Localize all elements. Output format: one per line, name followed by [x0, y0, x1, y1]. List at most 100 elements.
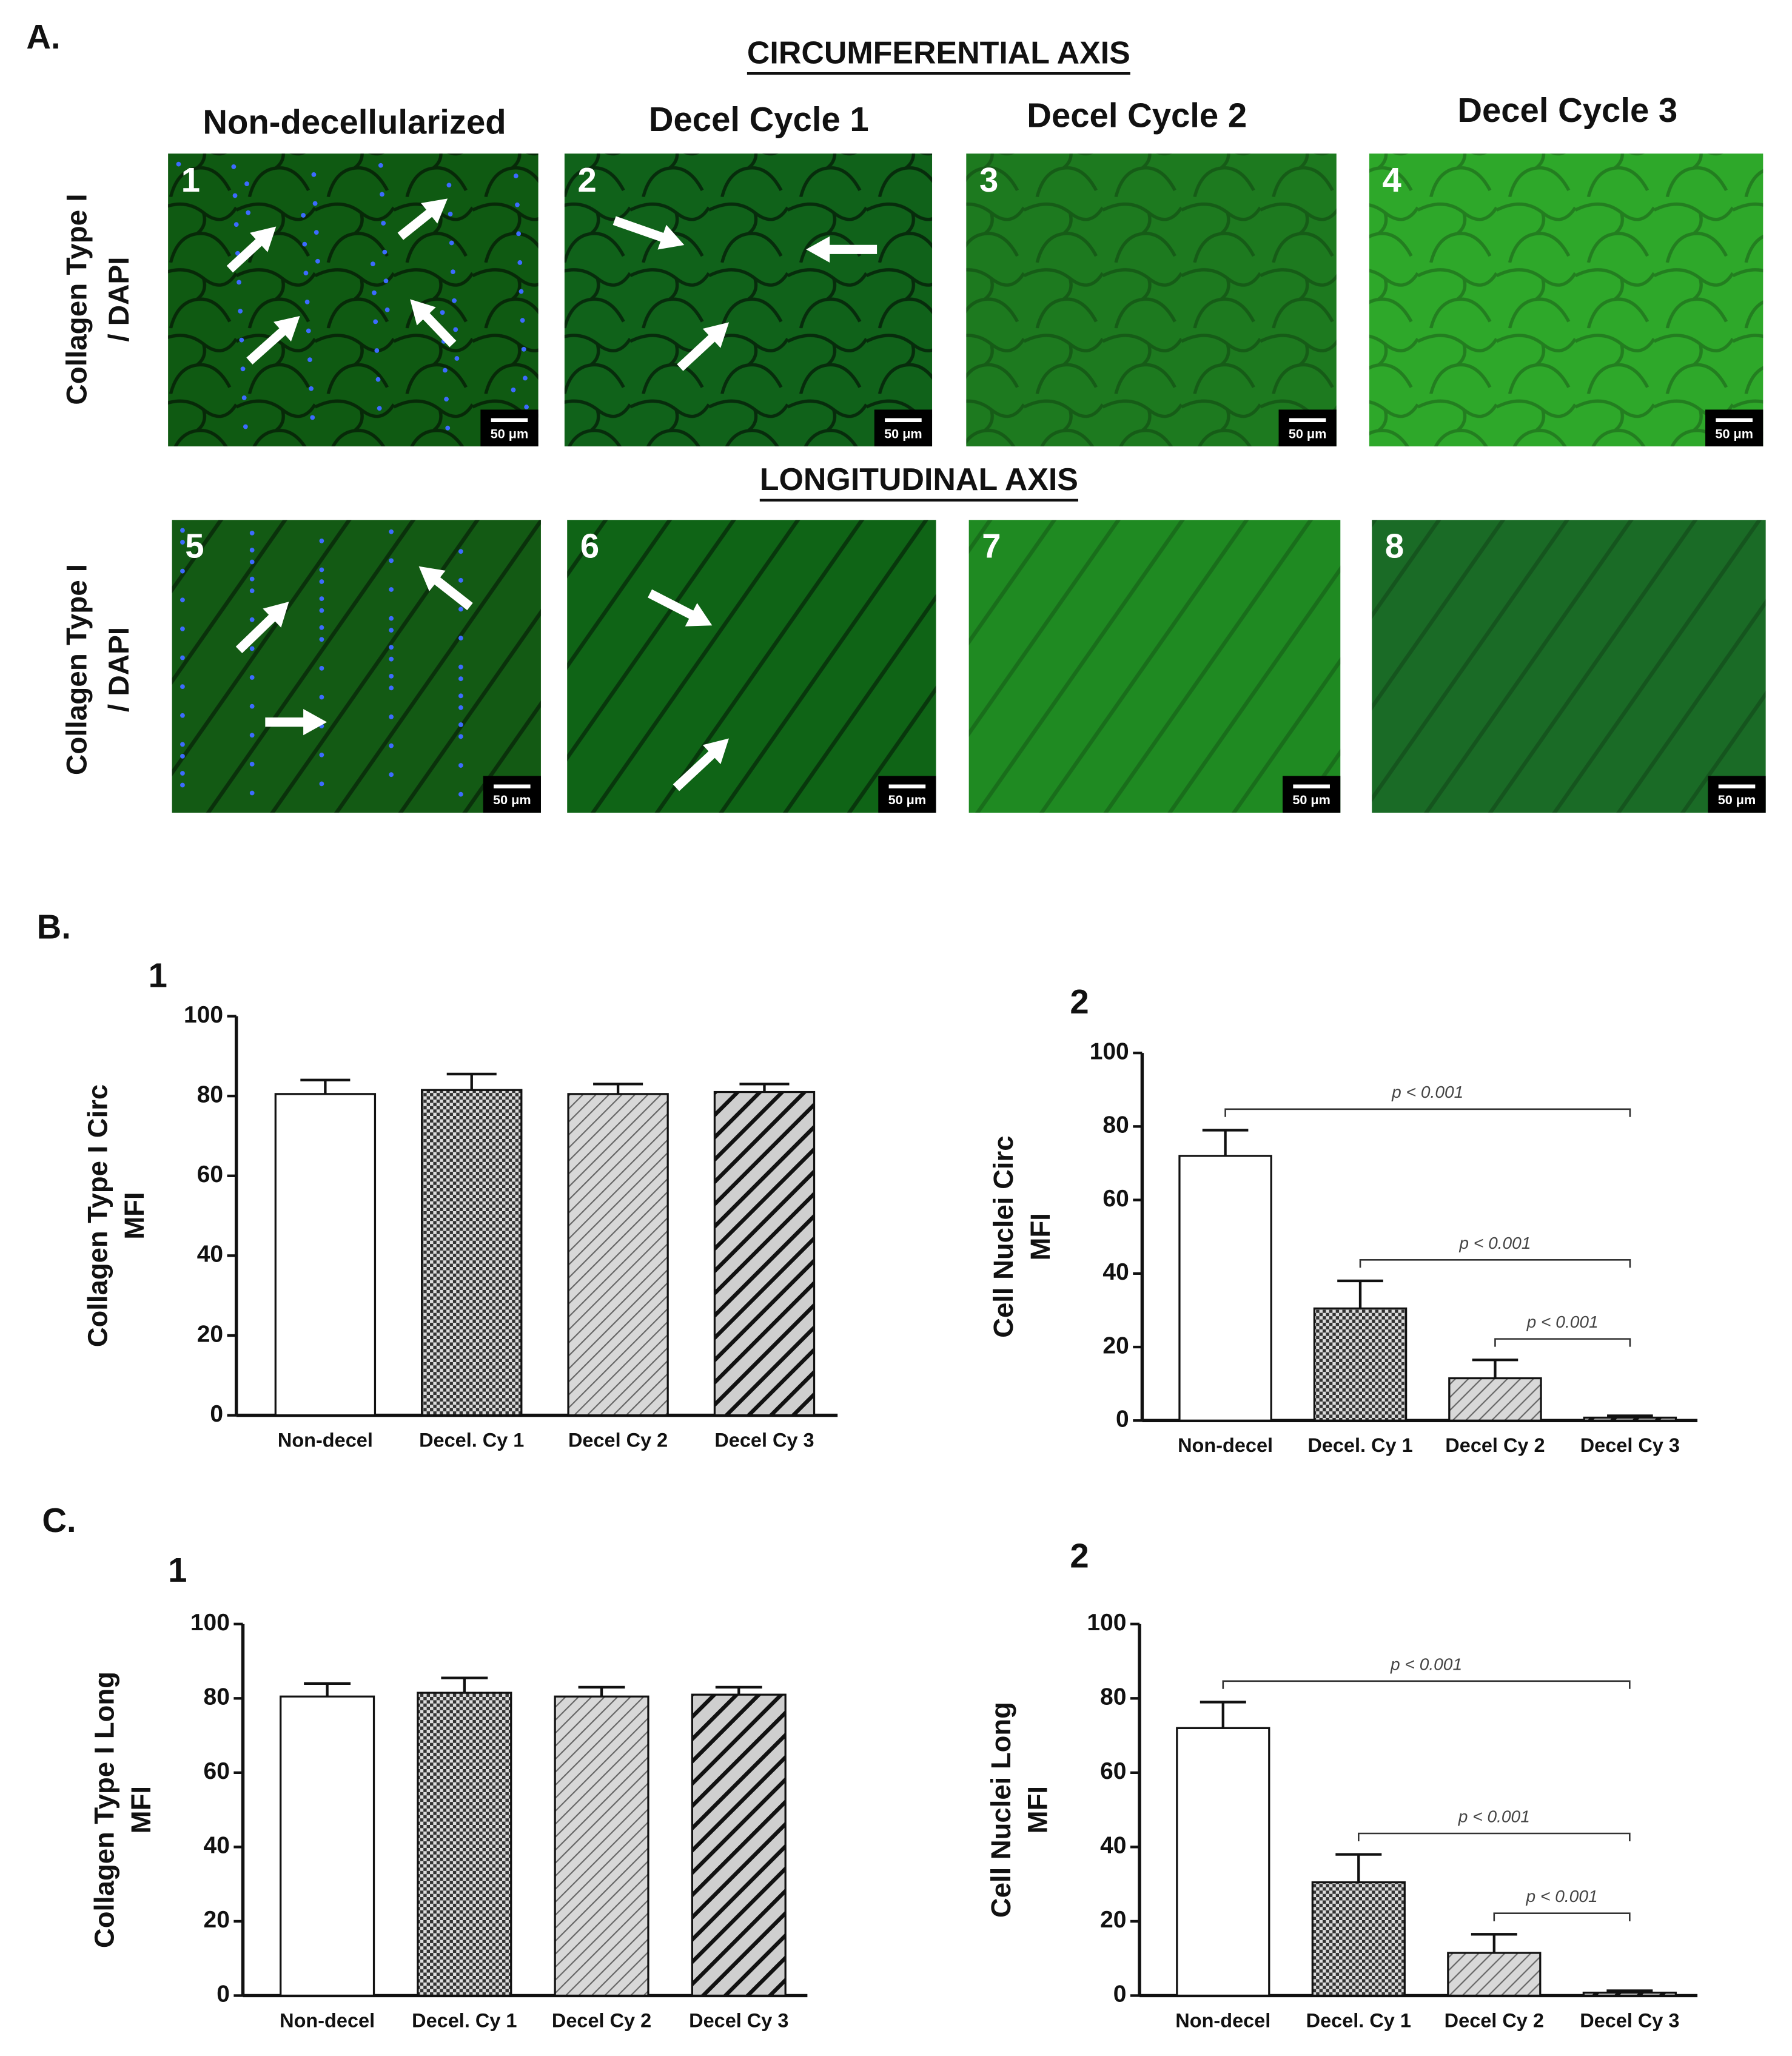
nucleus — [302, 241, 307, 247]
nucleus — [180, 568, 185, 574]
micrograph-texture — [1372, 520, 1766, 813]
nucleus — [515, 202, 520, 207]
x-tick-label: Decel Cy 2 — [568, 1429, 668, 1451]
nucleus — [513, 173, 518, 178]
nucleus — [458, 763, 463, 768]
scale-bar-box — [1708, 776, 1766, 813]
nucleus — [458, 791, 463, 797]
nucleus — [243, 424, 248, 429]
nucleus — [315, 258, 320, 264]
y-tick-label: 20 — [1100, 1907, 1126, 1933]
bar — [691, 1693, 787, 1997]
nucleus — [319, 752, 324, 758]
nucleus — [237, 280, 241, 285]
arrow-head — [806, 236, 830, 263]
bar — [421, 1089, 523, 1417]
nucleus — [516, 231, 522, 237]
y-tick-label: 40 — [204, 1833, 230, 1859]
bar — [1176, 1727, 1270, 1997]
nucleus — [249, 733, 255, 738]
arrow — [430, 574, 473, 611]
nucleus — [380, 192, 384, 197]
nucleus — [180, 528, 185, 533]
bar — [1582, 1991, 1677, 1997]
scale-bar-box — [874, 409, 933, 447]
nucleus — [319, 665, 324, 671]
nucleus — [319, 596, 324, 602]
nucleus — [373, 319, 378, 324]
arrow-head — [702, 738, 730, 764]
column-title: Decel Cycle 1 — [649, 100, 869, 138]
arrow-head — [263, 602, 289, 628]
nucleus — [319, 608, 324, 613]
nucleus — [311, 172, 317, 177]
y-tick-label: 0 — [216, 1981, 230, 2007]
image-number: 2 — [578, 161, 597, 199]
chart-panel-label: 1 — [149, 956, 167, 995]
bar — [274, 1093, 377, 1417]
nucleus — [180, 742, 185, 747]
y-tick-label: 40 — [1102, 1259, 1129, 1285]
nucleus — [319, 579, 324, 584]
bar — [1448, 1377, 1542, 1422]
y-axis-label: Cell Nuclei Circ — [988, 1136, 1019, 1338]
significance-bracket — [1359, 1258, 1631, 1268]
bar — [713, 1090, 816, 1417]
scale-bar-label: 50 μm — [491, 426, 529, 441]
nucleus — [372, 290, 377, 295]
nucleus — [443, 368, 448, 373]
nucleus — [232, 193, 238, 198]
nucleus — [233, 222, 239, 227]
nucleus — [249, 704, 255, 709]
micrograph-texture — [172, 520, 541, 813]
y-axis-label: MFI — [126, 1786, 156, 1833]
column-title: Decel Cycle 2 — [1027, 96, 1247, 135]
nucleus — [374, 348, 380, 353]
nucleus — [249, 761, 255, 767]
scale-bar-box — [1278, 409, 1337, 447]
column-title: Decel Cycle 3 — [1457, 91, 1677, 129]
x-tick-label: Decel Cy 3 — [1580, 1434, 1680, 1456]
nucleus — [381, 221, 386, 226]
nucleus — [389, 673, 394, 679]
nucleus — [521, 346, 526, 352]
nucleus — [314, 230, 319, 235]
x-tick-label: Decel. Cy 1 — [412, 2009, 517, 2031]
nucleus — [458, 664, 463, 670]
image-number: 8 — [1385, 527, 1404, 565]
nucleus — [249, 646, 255, 651]
nucleus — [446, 183, 452, 188]
nucleus — [518, 289, 524, 294]
nucleus — [249, 576, 255, 582]
nucleus — [458, 705, 463, 710]
nucleus — [246, 210, 251, 215]
y-tick-label: 20 — [1102, 1332, 1129, 1359]
arrow — [226, 235, 266, 273]
section-title: LONGITUDINAL AXIS — [760, 462, 1078, 497]
nucleus — [453, 327, 458, 332]
nucleus — [517, 260, 523, 265]
micrograph-texture — [966, 153, 1337, 447]
nucleus — [180, 655, 185, 660]
nucleus — [523, 375, 528, 381]
scale-bar-label: 50 μm — [1715, 426, 1753, 441]
y-tick-label: 0 — [210, 1401, 223, 1427]
y-tick-label: 100 — [184, 1002, 223, 1028]
significance-label: p < 0.001 — [1390, 1655, 1462, 1673]
nucleus — [176, 161, 181, 167]
y-tick-label: 0 — [1116, 1406, 1129, 1433]
nucleus — [180, 771, 185, 776]
significance-label: p < 0.001 — [1391, 1083, 1463, 1101]
nucleus — [389, 628, 394, 633]
x-tick-label: Decel Cy 2 — [1445, 2009, 1544, 2031]
micrograph-texture — [168, 153, 539, 447]
nucleus — [309, 386, 314, 391]
nucleus — [440, 310, 445, 315]
x-tick-label: Non-decel — [1175, 2009, 1270, 2031]
x-tick-label: Decel. Cy 1 — [1306, 2009, 1411, 2031]
image-number: 4 — [1383, 161, 1401, 199]
scale-bar-label: 50 μm — [493, 792, 531, 807]
y-tick-label: 20 — [197, 1321, 223, 1347]
x-tick-label: Non-decel — [280, 2009, 375, 2031]
image-number: 1 — [181, 161, 200, 199]
